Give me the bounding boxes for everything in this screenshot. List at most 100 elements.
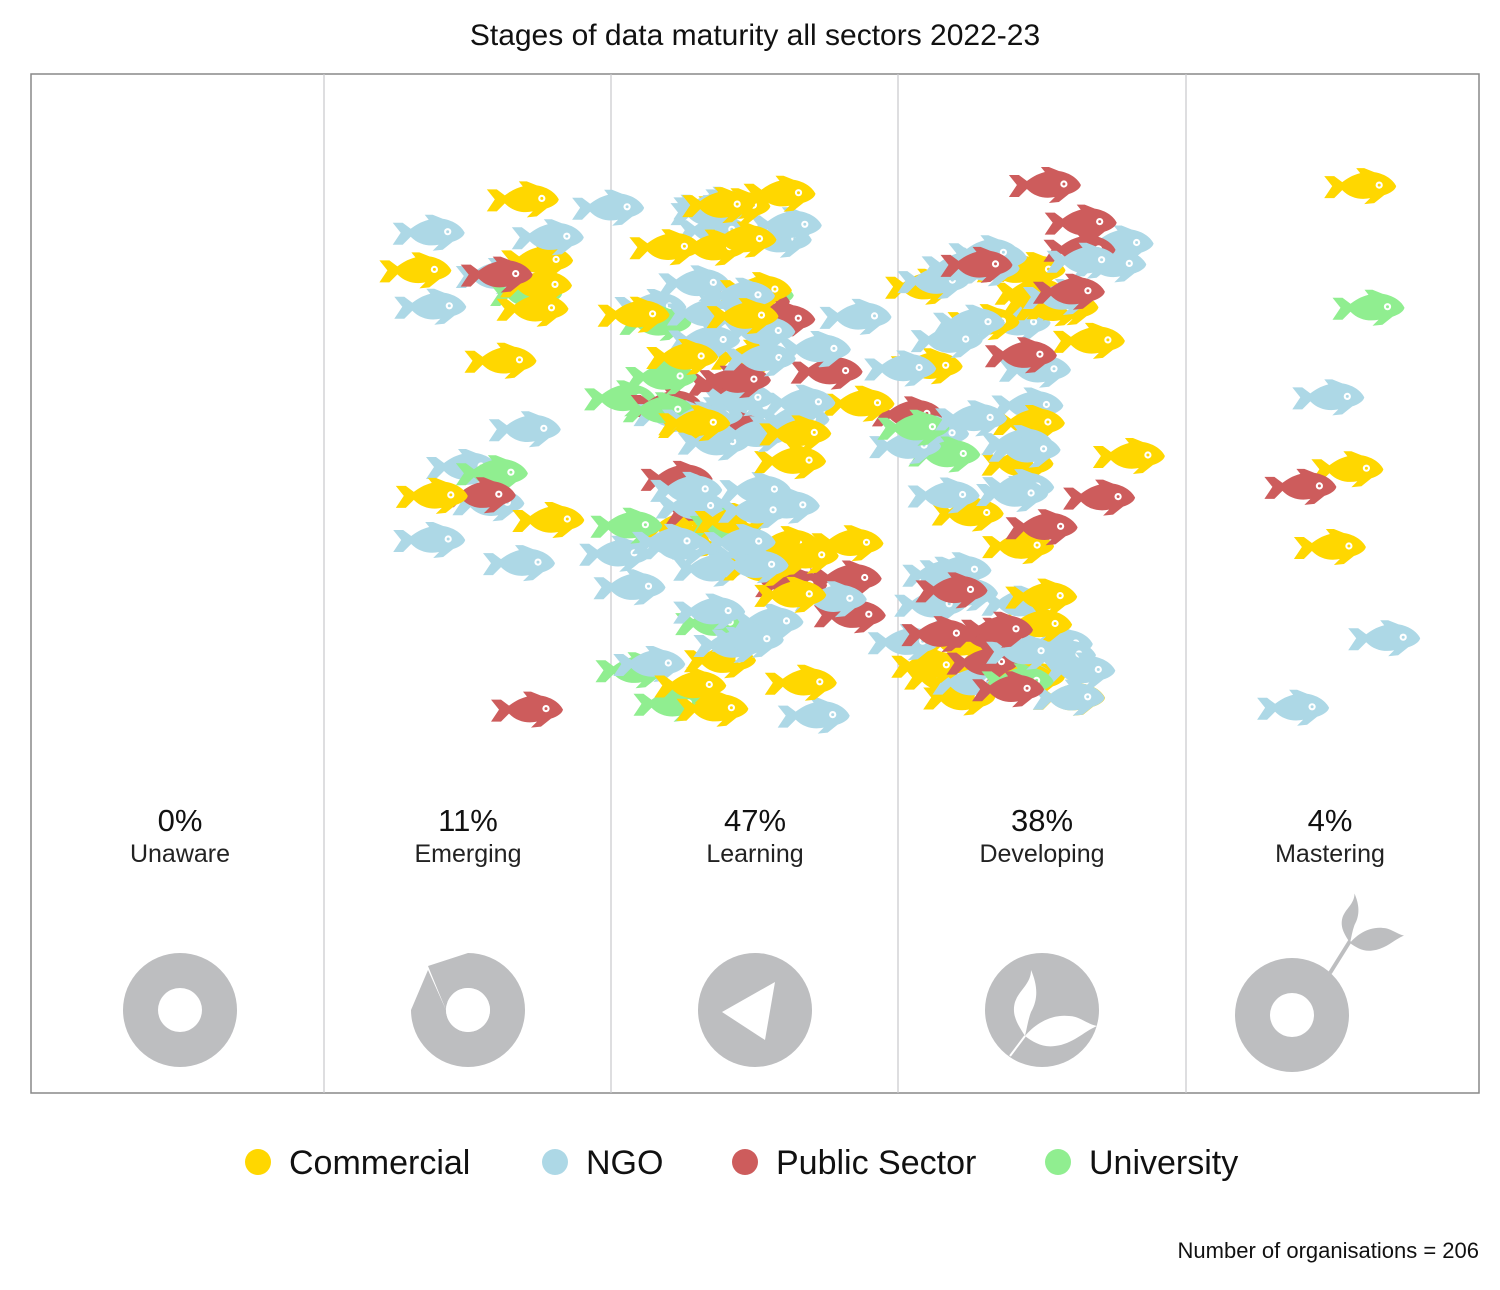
fish-icon (491, 691, 563, 728)
fish-icon (864, 350, 937, 387)
stage-label: Developing (979, 840, 1104, 868)
fish-icon (488, 411, 561, 448)
fish-icon (891, 647, 964, 684)
fish-icon (483, 545, 555, 582)
fish-icon (972, 671, 1045, 708)
fish-icon (910, 322, 983, 359)
fish-icon (976, 476, 1049, 512)
fish-icon (1044, 204, 1117, 241)
stage-label: Unaware (130, 840, 230, 868)
fish-icon (706, 298, 779, 335)
fish-icon (819, 298, 892, 335)
plot-frame (30, 73, 1480, 1094)
legend-item-university: University (1045, 1144, 1238, 1182)
footnote: Number of organisations = 206 (1178, 1238, 1479, 1263)
fish-icon (809, 560, 882, 597)
fish-icon (907, 477, 980, 514)
fish-icon (1063, 479, 1136, 516)
fish-icon (933, 304, 1005, 341)
fish-icon (613, 646, 686, 682)
stage-percent: 38% (1011, 803, 1073, 838)
stage-icons (123, 893, 1404, 1072)
fish-icon (915, 572, 988, 609)
fish-icon (455, 455, 528, 492)
fish-icon (1032, 273, 1105, 310)
fish-icon (716, 547, 789, 584)
fish-icon (1032, 679, 1105, 716)
legend-label: Public Sector (776, 1144, 976, 1182)
leaf-circle-icon (985, 953, 1099, 1067)
fish-icon (1008, 167, 1081, 203)
fish-icon (1264, 468, 1337, 505)
fish-icon (777, 697, 850, 734)
fish-icon (593, 569, 666, 606)
fish-icon (496, 290, 569, 327)
fish-icon (704, 221, 777, 258)
donut-icon (123, 953, 237, 1067)
stage-mastering: 4%Mastering (1275, 803, 1385, 868)
legend-item-public-sector: Public Sector (732, 1144, 976, 1182)
fish-icon (986, 633, 1059, 670)
fish-icon (460, 256, 533, 293)
legend-label: University (1089, 1144, 1238, 1182)
fish-icon (443, 477, 516, 514)
fish-icon (1332, 289, 1405, 326)
fish-icon (754, 443, 827, 480)
stage-unaware: 0%Unaware (130, 803, 230, 868)
fish-icon (764, 664, 837, 701)
fish-icon (1293, 529, 1366, 565)
fish-icon (1092, 438, 1165, 474)
fish-icon (393, 522, 466, 558)
fish-icon (1005, 578, 1078, 615)
fish-icon (1005, 509, 1078, 546)
fish-icon (961, 611, 1033, 648)
fish-icon (646, 339, 719, 375)
stage-percent: 47% (724, 803, 786, 838)
fish-icon (813, 597, 886, 634)
legend-item-commercial: Commercial (245, 1144, 470, 1182)
sprouting-donut-icon (1235, 893, 1404, 1072)
legend-label: Commercial (289, 1144, 470, 1182)
stage-label: Learning (706, 840, 803, 868)
fish-icon (811, 525, 884, 562)
fish-icon (676, 690, 749, 727)
fish-icon (901, 616, 974, 653)
fish-icon (743, 175, 816, 212)
fish-icon (1348, 620, 1421, 657)
fish-layer (379, 167, 1421, 734)
fish-icon (500, 267, 572, 304)
fish-icon (1000, 606, 1073, 643)
fish-icon (597, 296, 670, 333)
fish-icon (940, 246, 1013, 283)
fish-icon (658, 405, 731, 442)
stage-developing: 38%Developing (979, 803, 1104, 868)
fish-icon (711, 621, 784, 658)
fish-icon (464, 342, 537, 379)
fish-icon (723, 340, 796, 377)
legend-dot (1045, 1149, 1071, 1175)
fish-icon (1052, 322, 1125, 359)
legend-dot (732, 1149, 758, 1175)
fish-icon (790, 353, 863, 390)
fish-icon (731, 603, 804, 640)
fish-icon (703, 524, 776, 561)
fish-icon (1311, 451, 1384, 488)
fish-icon (629, 229, 702, 266)
fish-icon (723, 313, 796, 350)
fish-icon (759, 415, 832, 452)
fish-icon (394, 288, 467, 325)
fish-icon (1046, 242, 1119, 279)
stage-percent: 11% (438, 803, 498, 838)
fish-icon (749, 207, 822, 244)
fish-icon (766, 537, 839, 574)
fish-icon (1292, 379, 1365, 416)
fish-icon (794, 581, 867, 618)
legend-dot (542, 1149, 568, 1175)
fish-icon (673, 593, 746, 630)
fish-icon (822, 385, 895, 422)
fish-icon (572, 189, 645, 226)
stage-percent: 0% (158, 803, 203, 838)
stage-dividers (323, 74, 1187, 1093)
legend-label: NGO (586, 1144, 663, 1182)
